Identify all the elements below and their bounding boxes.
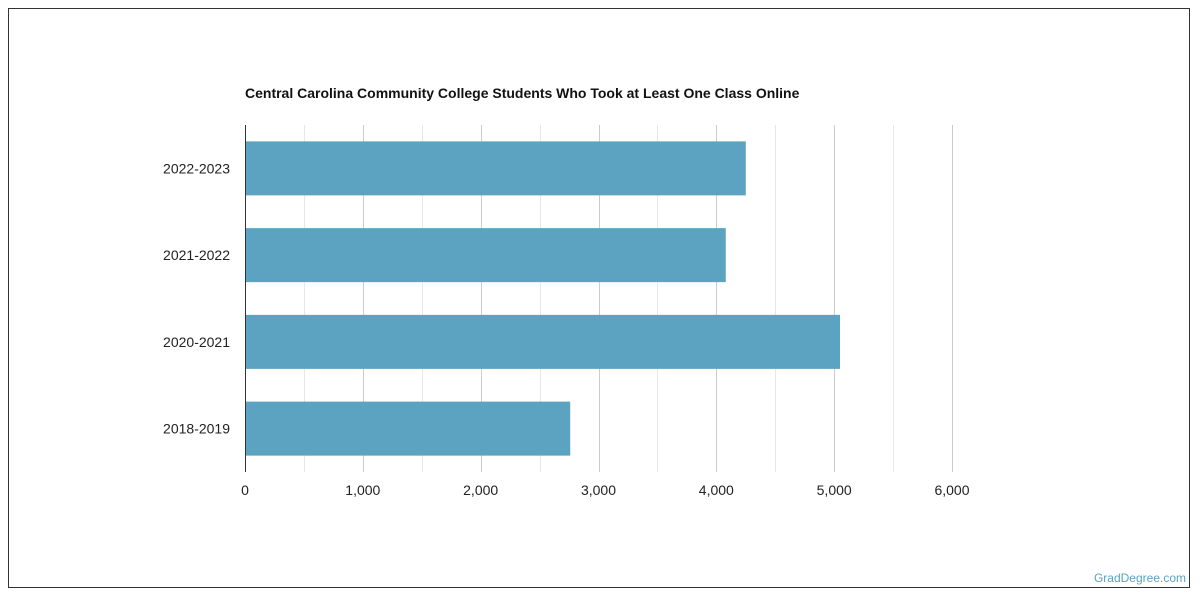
watermark-link[interactable]: GradDegree.com <box>1093 571 1186 585</box>
x-tick-label: 3,000 <box>581 482 616 498</box>
bar-2020-2021[interactable] <box>246 314 841 369</box>
bar-2018-2019[interactable] <box>246 401 571 456</box>
x-tick-label: 5,000 <box>817 482 852 498</box>
x-tick-label: 1,000 <box>345 482 380 498</box>
bar-2021-2022[interactable] <box>246 228 726 283</box>
chart-title: Central Carolina Community College Stude… <box>245 85 800 101</box>
category-label: 2022-2023 <box>163 160 230 176</box>
x-tick-label: 4,000 <box>699 482 734 498</box>
category-labels: 2022-2023 2021-2022 2020-2021 2018-2019 <box>163 160 230 436</box>
x-tick-labels: 0 1,000 2,000 3,000 4,000 5,000 6,000 <box>241 482 970 498</box>
x-tick-label: 6,000 <box>934 482 969 498</box>
bar-2022-2023[interactable] <box>246 141 746 196</box>
x-tick-label: 2,000 <box>463 482 498 498</box>
category-label: 2021-2022 <box>163 247 230 263</box>
category-label: 2020-2021 <box>163 334 230 350</box>
x-tick-label: 0 <box>241 482 249 498</box>
category-label: 2018-2019 <box>163 421 230 437</box>
bar-layer <box>246 141 841 456</box>
